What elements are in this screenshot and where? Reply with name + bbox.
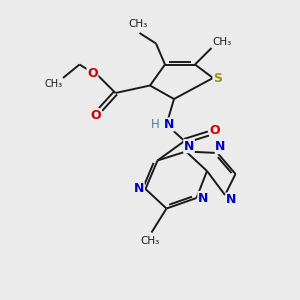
Text: O: O [87,67,98,80]
Text: O: O [91,109,101,122]
Text: N: N [184,140,194,153]
Text: S: S [213,71,222,85]
Text: CH₃: CH₃ [45,79,63,89]
Text: CH₃: CH₃ [212,37,232,47]
Text: CH₃: CH₃ [140,236,160,246]
Text: O: O [210,124,220,137]
Text: N: N [198,191,208,205]
Text: N: N [226,193,236,206]
Text: N: N [215,140,226,154]
Text: N: N [164,118,174,131]
Text: H: H [151,118,160,131]
Text: N: N [134,182,144,196]
Text: CH₃: CH₃ [128,19,148,29]
